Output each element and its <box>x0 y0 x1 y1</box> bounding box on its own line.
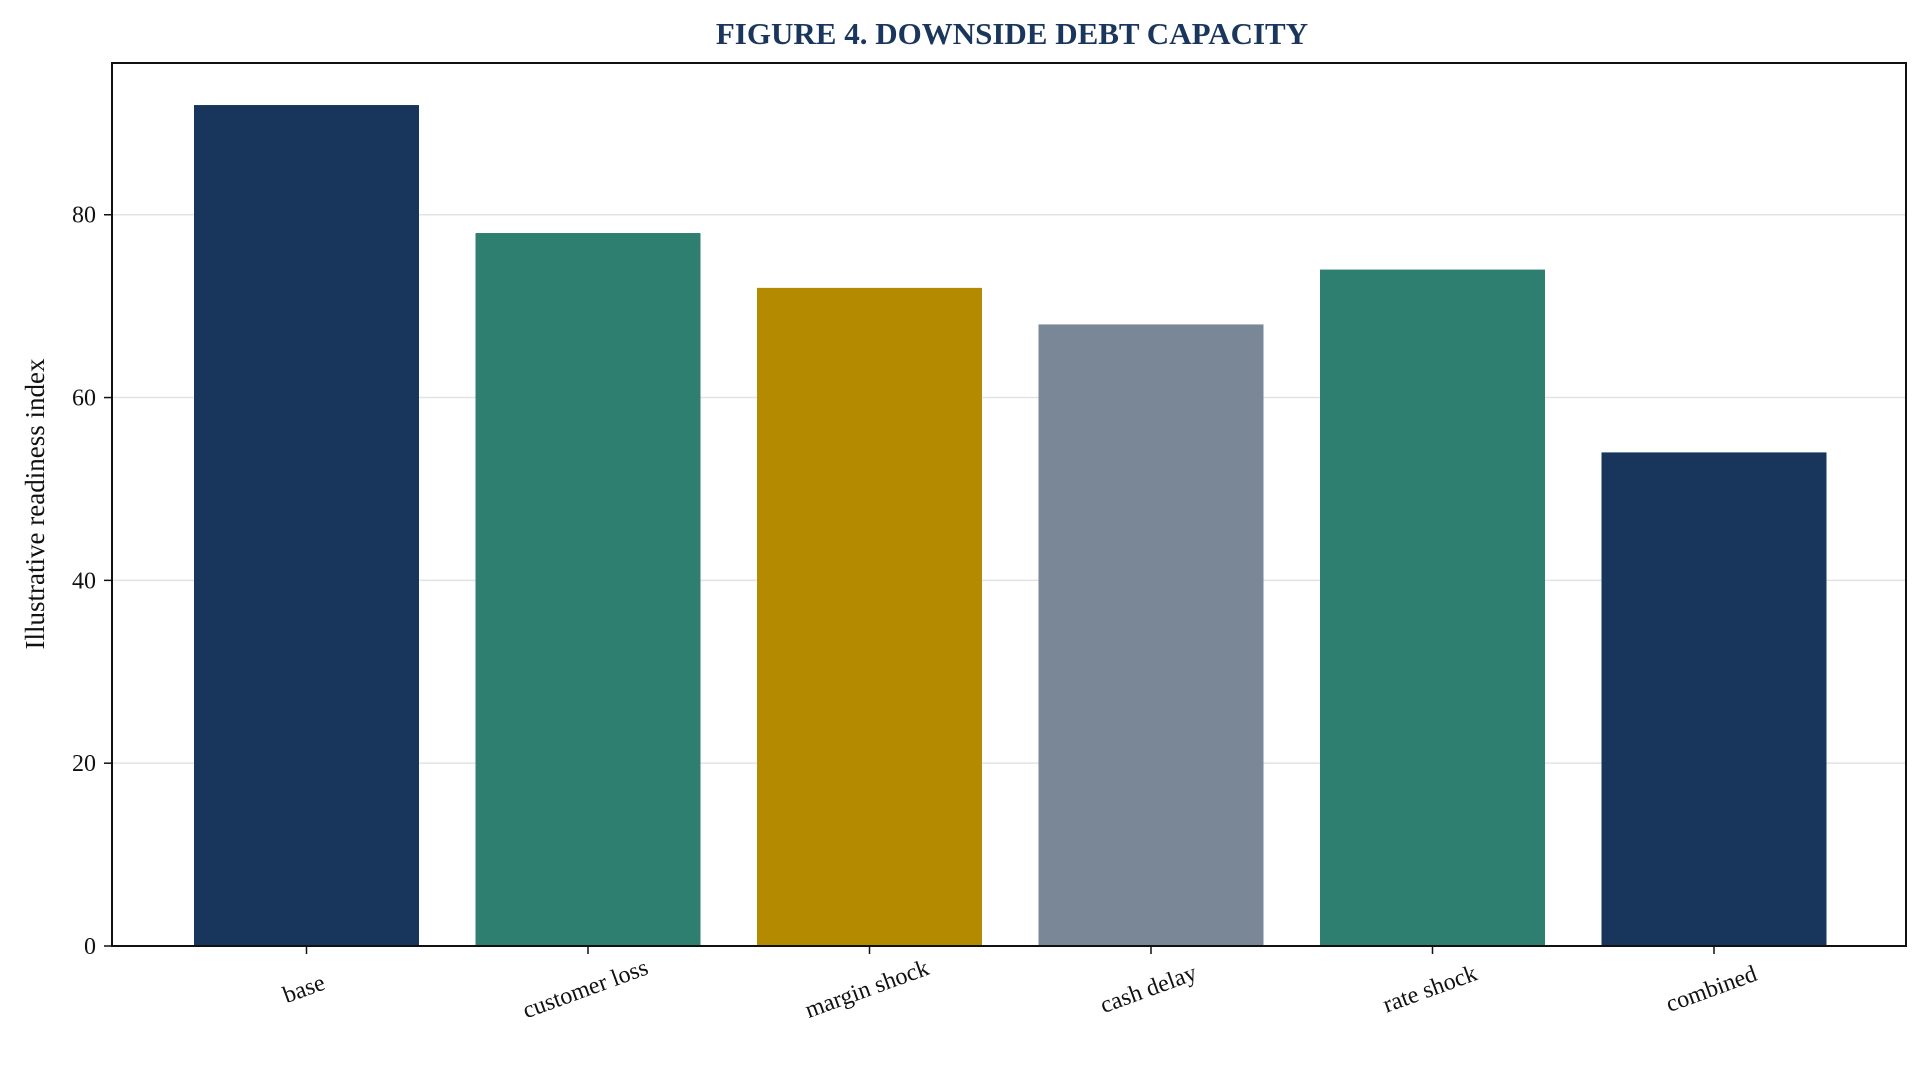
x-tick-label: base <box>280 970 329 1009</box>
y-tick-label: 40 <box>72 568 96 594</box>
x-tick-label: combined <box>1663 961 1761 1018</box>
x-tick-label: cash delay <box>1097 960 1200 1019</box>
chart-title: FIGURE 4. DOWNSIDE DEBT CAPACITY <box>716 16 1308 51</box>
plot-area-frame <box>111 62 1907 947</box>
y-tick-label: 60 <box>72 386 96 412</box>
y-tick-label: 0 <box>84 934 96 960</box>
bars <box>194 105 1827 947</box>
y-tick-label: 80 <box>72 203 96 229</box>
x-tick-label: margin shock <box>802 955 933 1024</box>
bar <box>1601 452 1827 946</box>
y-tick-label: 20 <box>72 751 96 777</box>
bar <box>475 233 701 947</box>
y-axis-ticks: 0 20 40 60 80 <box>72 203 112 960</box>
x-tick-label: customer loss <box>519 955 651 1024</box>
bar <box>757 287 982 946</box>
y-axis-label: Illustrative readiness index <box>20 358 50 649</box>
bar <box>1038 324 1264 946</box>
bar <box>1320 269 1545 946</box>
x-tick-label: rate shock <box>1380 960 1481 1018</box>
bar <box>194 105 419 947</box>
x-axis-ticks: base customer loss margin shock cash delay r… <box>280 946 1761 1024</box>
